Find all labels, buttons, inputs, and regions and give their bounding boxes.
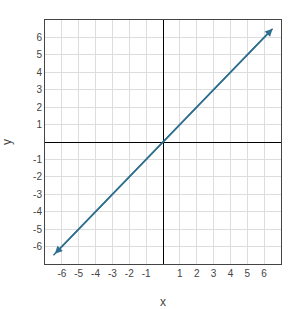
svg-text:2: 2 bbox=[194, 268, 200, 279]
svg-text:-1: -1 bbox=[142, 268, 151, 279]
svg-text:3: 3 bbox=[36, 84, 42, 95]
svg-text:-3: -3 bbox=[33, 189, 42, 200]
svg-text:2: 2 bbox=[36, 102, 42, 113]
svg-text:6: 6 bbox=[261, 268, 267, 279]
svg-text:4: 4 bbox=[36, 67, 42, 78]
svg-text:-3: -3 bbox=[108, 268, 117, 279]
svg-text:-4: -4 bbox=[91, 268, 100, 279]
svg-text:4: 4 bbox=[228, 268, 234, 279]
svg-text:-5: -5 bbox=[33, 224, 42, 235]
svg-text:1: 1 bbox=[36, 119, 42, 130]
svg-text:-4: -4 bbox=[33, 206, 42, 217]
svg-text:-5: -5 bbox=[74, 268, 83, 279]
svg-text:5: 5 bbox=[36, 49, 42, 60]
svg-text:-2: -2 bbox=[33, 171, 42, 182]
svg-text:x: x bbox=[160, 295, 166, 309]
svg-text:5: 5 bbox=[245, 268, 251, 279]
svg-text:-2: -2 bbox=[125, 268, 134, 279]
svg-text:3: 3 bbox=[211, 268, 217, 279]
svg-text:-6: -6 bbox=[57, 268, 66, 279]
svg-text:1: 1 bbox=[177, 268, 183, 279]
svg-text:y: y bbox=[0, 139, 14, 145]
svg-text:6: 6 bbox=[36, 32, 42, 43]
svg-text:-1: -1 bbox=[33, 154, 42, 165]
svg-text:-6: -6 bbox=[33, 241, 42, 252]
